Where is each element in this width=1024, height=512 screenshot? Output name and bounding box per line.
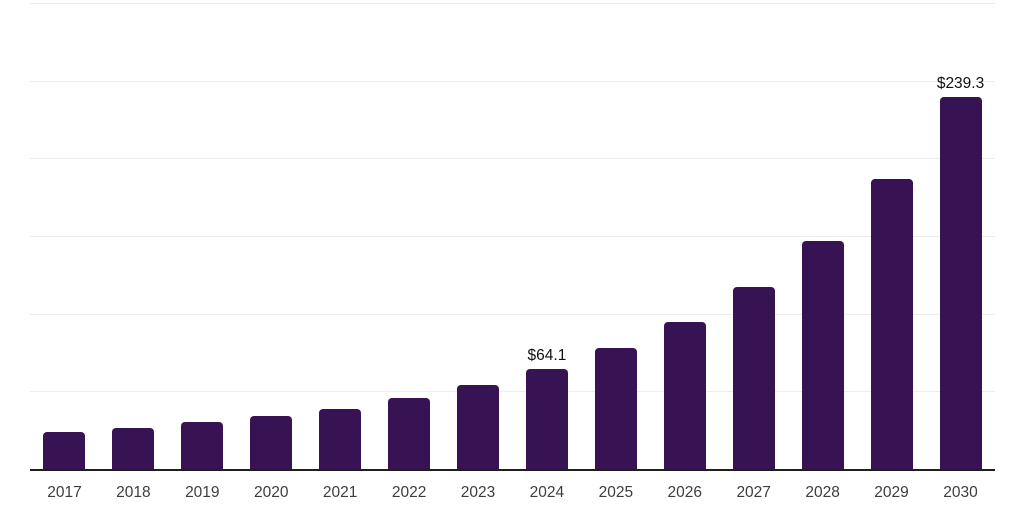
x-tick-2018: 2018 (116, 484, 151, 501)
x-tick-2022: 2022 (391, 484, 427, 501)
gridline-200 (30, 158, 995, 160)
bar-2028 (801, 241, 844, 469)
x-tick-2017: 2017 (47, 484, 82, 501)
x-axis-labels: 2017 2018 2019 2020 2021 2022 2023 2024 2025 2026… (30, 485, 995, 501)
x-tick-2025: 2025 (598, 484, 634, 501)
bar-2029 (870, 179, 913, 469)
bar-2019 (181, 422, 224, 469)
bar-2027 (732, 287, 775, 469)
bar-2022 (388, 398, 431, 469)
bar-2017 (43, 432, 86, 469)
gridline-150 (30, 236, 995, 237)
x-axis-line (30, 469, 995, 471)
plot-area: $64.1 $239.3 (30, 3, 995, 469)
gridline-50 (30, 391, 995, 393)
gridline-250 (30, 80, 995, 82)
bar-2026 (663, 321, 706, 469)
bar-2025 (594, 347, 637, 469)
bar-2030 (939, 97, 982, 469)
bar-2020 (250, 415, 293, 469)
bar-2018 (112, 428, 155, 469)
x-tick-2026: 2026 (667, 484, 702, 501)
value-label-2024: $64.1 (527, 346, 567, 364)
x-tick-2028: 2028 (805, 484, 840, 501)
bar-2021 (319, 409, 362, 469)
x-tick-2029: 2029 (874, 484, 909, 501)
bar-2024 (525, 369, 568, 469)
x-tick-2023: 2023 (460, 484, 496, 501)
x-tick-2030: 2030 (943, 484, 978, 501)
x-tick-2021: 2021 (322, 484, 358, 501)
x-tick-2027: 2027 (736, 484, 771, 501)
gridline-300 (30, 3, 995, 4)
value-label-2030: $239.3 (936, 74, 985, 92)
bar-2023 (457, 384, 500, 469)
x-tick-2019: 2019 (185, 484, 220, 501)
x-tick-2020: 2020 (253, 484, 289, 501)
gridline-100 (30, 313, 995, 315)
x-tick-2024: 2024 (529, 484, 565, 501)
